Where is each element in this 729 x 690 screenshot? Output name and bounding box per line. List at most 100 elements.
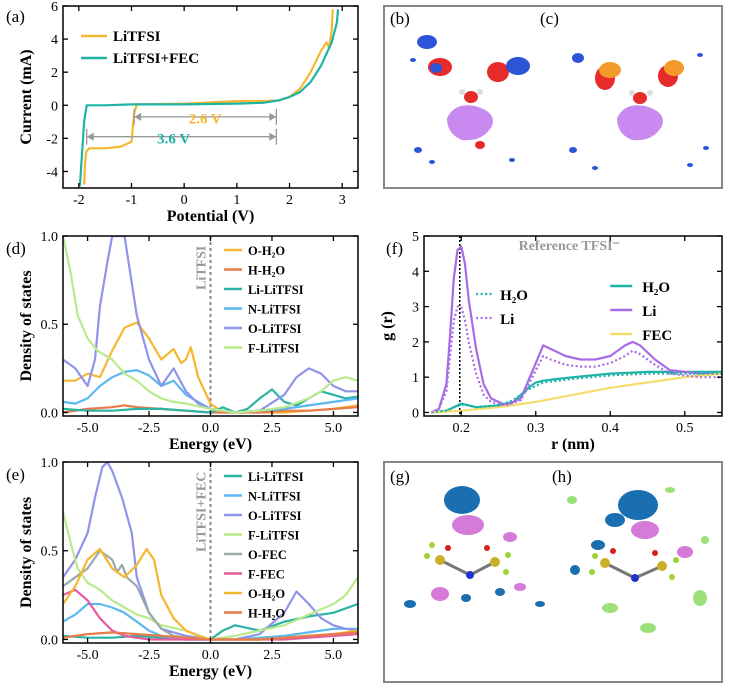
x-axis-label: Energy (eV) — [169, 436, 252, 453]
legend-label: FEC — [642, 328, 672, 344]
x-tick-label: -5.0 — [76, 421, 98, 436]
series-line-o-litfsi — [63, 236, 358, 414]
y-tick-label: 1 — [412, 371, 419, 386]
x-tick-label: 0.0 — [202, 648, 220, 663]
x-tick-label: -2.5 — [138, 648, 160, 663]
series-line-litfsi — [83, 9, 334, 185]
composition-label: LiTFSI — [195, 246, 210, 290]
series-group — [63, 462, 358, 641]
panel-label-g: (g) — [390, 467, 410, 486]
legend-label: O-LiTFSI — [248, 509, 302, 523]
legend-label: N-LiTFSI — [248, 303, 301, 317]
y-tick-label: 2 — [51, 66, 58, 81]
legend-label: H₂O — [500, 288, 528, 304]
x-axis-label: Potential (V) — [167, 208, 255, 225]
x-axis-label: r (nm) — [551, 436, 595, 453]
series-group — [430, 245, 722, 414]
panel-label-b: (b) — [390, 9, 410, 28]
legend-label: N-LiTFSI — [248, 490, 301, 504]
panel-label-d: (d) — [6, 239, 26, 258]
x-tick-label: 0 — [181, 193, 188, 208]
x-tick-label: 5.0 — [325, 421, 343, 436]
x-tick-label: 2 — [286, 193, 293, 208]
panel-label-a: (a) — [6, 7, 25, 26]
legend-label: Li — [642, 304, 656, 320]
x-tick-label: 0.5 — [676, 421, 694, 436]
legend-label: H-H₂O — [248, 607, 285, 621]
legend-label: F-LiTFSI — [248, 342, 300, 356]
panel-label-h: (h) — [552, 467, 572, 486]
arrow-head — [269, 112, 277, 121]
y-tick-label: 0.5 — [41, 545, 59, 560]
y-tick-label: 0.5 — [41, 318, 59, 333]
x-tick-label: 0.4 — [602, 421, 620, 436]
panel-gh-snapshot: (g) (h) — [383, 461, 723, 683]
snapshot-b — [410, 35, 530, 164]
plot-frame — [423, 235, 723, 417]
legend-label: F-LiTFSI — [248, 529, 300, 543]
series-line-n-litfsi — [63, 369, 358, 414]
x-tick-label: 3 — [339, 193, 346, 208]
snapshot-g — [404, 486, 545, 608]
x-tick-label: 0.0 — [202, 421, 220, 436]
x-tick-label: 0.2 — [453, 421, 471, 436]
legend-label: O-H₂O — [248, 244, 285, 258]
legend-label: Li — [500, 312, 514, 328]
series-line-f-litfsi — [63, 511, 358, 641]
y-tick-label: 0.0 — [41, 406, 59, 421]
y-tick-label: -4 — [46, 165, 58, 180]
y-tick-label: 0 — [412, 406, 419, 421]
y-tick-label: 6 — [51, 0, 58, 15]
span-annotation: 3.6 V — [157, 131, 190, 147]
x-axis-label: Energy (eV) — [169, 663, 252, 680]
series-line-h2o — [431, 372, 722, 414]
y-tick-label: 2 — [412, 336, 419, 351]
x-tick-label: -2 — [73, 193, 85, 208]
plot-frame — [62, 5, 359, 189]
x-tick-label: -5.0 — [76, 648, 98, 663]
panel-label-f: (f) — [386, 239, 403, 258]
y-axis-label: Current (mA) — [18, 49, 35, 144]
series-group — [78, 9, 340, 187]
panel-label-c: (c) — [540, 9, 559, 28]
chart-e: -5.0 -2.5 0.0 2.5 5.0 0.0 0.5 1.0 Energy (eV) Den… — [18, 456, 359, 680]
charts-layer: -2 -1 0 1 2 3 -4 -2 0 2 4 6 Potential (V) Current (mA… — [18, 0, 723, 680]
x-tick-label: 2.5 — [263, 421, 281, 436]
legend-label: F-FEC — [248, 568, 285, 582]
panel-bc-snapshot: (b) (c) — [383, 5, 723, 189]
snapshot-c — [569, 53, 709, 170]
y-axis-label: Density of states — [18, 497, 35, 608]
snapshot-h — [567, 487, 709, 633]
y-tick-label: 5 — [412, 230, 419, 245]
y-tick-label: 0 — [51, 99, 58, 114]
legend-label: O-FEC — [248, 548, 287, 562]
x-tick-label: 1 — [233, 193, 240, 208]
y-axis-label: Density of states — [18, 270, 35, 381]
y-tick-label: 1.0 — [41, 230, 59, 245]
series-line-litfsi-fec — [78, 9, 340, 187]
y-axis-label: g (r) — [379, 311, 396, 341]
legend-label: Li-LiTFSI — [248, 470, 304, 484]
arrow-head — [269, 132, 277, 141]
y-tick-label: -2 — [46, 132, 58, 147]
arrow-head — [134, 112, 142, 121]
legend-label: H-H₂O — [248, 264, 285, 278]
series-line-fec — [431, 372, 722, 414]
y-tick-label: 0.0 — [41, 633, 59, 648]
series-line-f-fec — [63, 588, 358, 641]
chart-title: Reference TFSI⁻ — [519, 239, 620, 254]
legend-label: LiTFSI+FEC — [113, 51, 199, 67]
arrow-head — [86, 132, 94, 141]
x-tick-label: -2.5 — [138, 421, 160, 436]
y-tick-label: 3 — [412, 301, 419, 316]
x-tick-label: -1 — [126, 193, 138, 208]
legend-label: O-H₂O — [248, 587, 285, 601]
series-line-f-litfsi — [63, 236, 358, 414]
panel-label-e: (e) — [6, 465, 25, 484]
legend-label: Li-LiTFSI — [248, 283, 304, 297]
y-tick-label: 4 — [51, 33, 58, 48]
chart-f: 0.2 0.3 0.4 0.5 0 1 2 3 4 5 r (nm) g (r) Reference T… — [379, 230, 723, 453]
x-tick-label: 2.5 — [263, 648, 281, 663]
span-annotation: 2.6 V — [189, 111, 222, 127]
